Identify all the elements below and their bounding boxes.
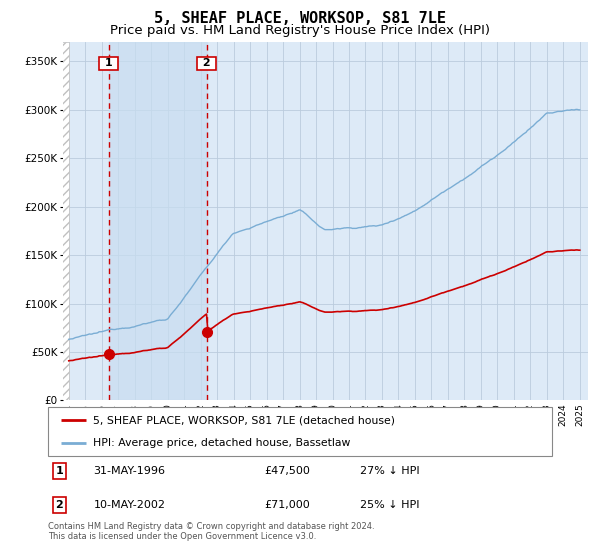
Text: 2: 2: [56, 500, 64, 510]
Text: £47,500: £47,500: [265, 466, 311, 476]
Text: HPI: Average price, detached house, Bassetlaw: HPI: Average price, detached house, Bass…: [94, 438, 351, 448]
Text: 5, SHEAF PLACE, WORKSOP, S81 7LE (detached house): 5, SHEAF PLACE, WORKSOP, S81 7LE (detach…: [94, 416, 395, 426]
Text: 31-MAY-1996: 31-MAY-1996: [94, 466, 166, 476]
Bar: [109, 42, 207, 400]
Text: £71,000: £71,000: [265, 500, 310, 510]
Text: 10-MAY-2002: 10-MAY-2002: [94, 500, 166, 510]
Text: 1: 1: [56, 466, 64, 476]
Text: Contains HM Land Registry data © Crown copyright and database right 2024.
This d: Contains HM Land Registry data © Crown c…: [48, 522, 374, 542]
Text: 1: 1: [101, 58, 116, 68]
FancyBboxPatch shape: [48, 407, 552, 456]
Text: 25% ↓ HPI: 25% ↓ HPI: [361, 500, 420, 510]
Text: 2: 2: [199, 58, 214, 68]
Text: 5, SHEAF PLACE, WORKSOP, S81 7LE: 5, SHEAF PLACE, WORKSOP, S81 7LE: [154, 11, 446, 26]
Text: Price paid vs. HM Land Registry's House Price Index (HPI): Price paid vs. HM Land Registry's House …: [110, 24, 490, 36]
Text: 27% ↓ HPI: 27% ↓ HPI: [361, 466, 420, 476]
